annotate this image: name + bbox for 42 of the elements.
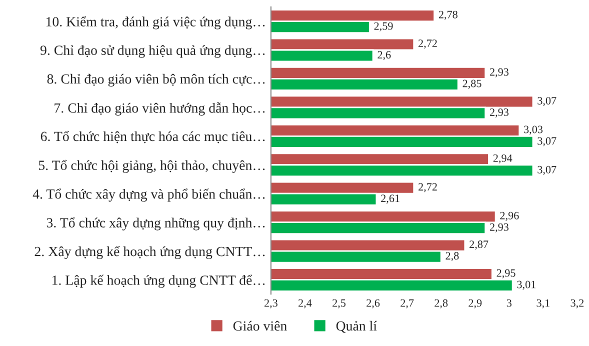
data-label: 2,6 [378,51,391,60]
data-label: 3,01 [517,280,536,290]
y-tick-label: 7. Chỉ đạo giáo viên hướng dẫn học… [54,102,265,116]
data-label: 2,85 [462,80,482,89]
data-label: 3,07 [538,137,556,146]
data-label: 2,93 [490,223,509,232]
data-label: 3,03 [524,126,543,135]
y-tick-label: 8. Chỉ đạo giáo viên bộ môn tích cực… [47,74,265,87]
y-tick-label: 9. Chỉ đạo sử dụng hiệu quả ứng dụng… [40,45,265,58]
data-label: 3,07 [538,96,556,106]
data-label: 2,93 [490,108,509,118]
data-label: 2,96 [500,212,519,221]
x-tick-label: 2,5 [332,299,346,308]
data-label: 2,59 [374,22,393,32]
y-tick-label: 1. Lập kế hoạch ứng dụng CNTT để… [52,274,265,288]
y-tick-label: 3. Tổ chức xây dựng những quy định… [46,217,265,230]
x-tick-label: 3,2 [570,299,584,308]
legend-label: Giáo viên [233,320,287,331]
x-tick-label: 2,9 [468,299,482,308]
data-label: 2,72 [418,40,437,49]
data-label: 2,61 [381,194,400,204]
y-tick-label: 4. Tổ chức xây dựng và phổ biến chuẩn… [32,188,265,202]
data-label: 2,94 [493,154,512,164]
x-tick-label: 2,6 [366,299,380,308]
x-tick-label: 2,8 [434,299,448,308]
data-label: 2,72 [418,183,437,192]
x-tick-label: 2,4 [298,299,312,308]
data-label: 3,07 [538,166,556,175]
x-tick-label: 3,1 [536,299,550,308]
y-tick-label: 5. Tổ chức hội giảng, hội thảo, chuyên… [38,160,265,173]
y-tick-label: 2. Xây dựng kế hoạch ứng dụng CNTT… [34,246,265,260]
y-tick-label: 10. Kiểm tra, đánh giá việc ứng dụng… [46,16,265,30]
data-label: 2,8 [446,252,459,262]
x-tick-label: 3 [506,299,512,307]
data-label: 2,95 [496,269,516,278]
data-label: 2,87 [470,240,488,250]
data-label: 2,93 [490,68,509,78]
y-tick-label: 6. Tổ chức hiện thực hóa các mục tiêu… [40,130,265,144]
data-label: 2,78 [438,10,458,20]
legend-label: Quản lí [336,320,377,333]
x-tick-label: 2,3 [264,299,278,308]
x-tick-label: 2,7 [400,299,414,308]
